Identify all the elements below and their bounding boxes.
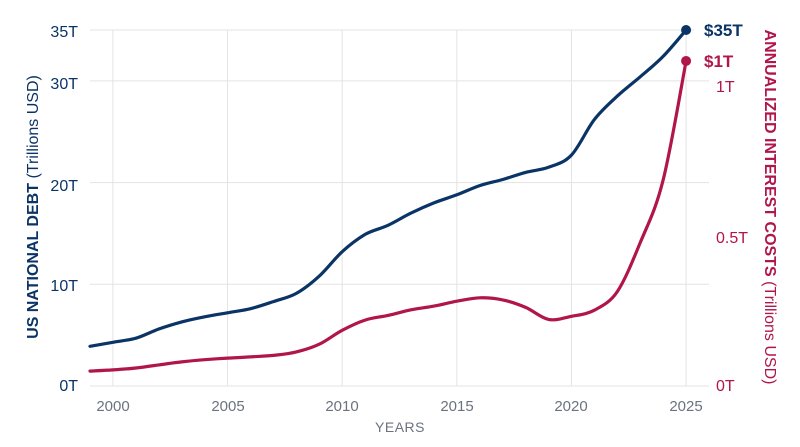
left-axis-title: US NATIONAL DEBT (Trillions USD) bbox=[25, 75, 42, 339]
x-tick-label: 2015 bbox=[440, 398, 473, 415]
interest-end-point bbox=[681, 55, 692, 66]
debt-series-line bbox=[88, 28, 688, 348]
right-axis-ticks: 0T 0.5T 1T bbox=[716, 79, 748, 395]
left-tick-label: 30T bbox=[50, 76, 78, 93]
grid bbox=[90, 29, 709, 387]
right-tick-label: 1T bbox=[716, 79, 735, 96]
interest-end-label: $1T bbox=[704, 52, 734, 71]
x-axis-ticks: 2000 2005 2010 2015 2020 2025 bbox=[96, 398, 702, 415]
x-tick-label: 2025 bbox=[669, 398, 702, 415]
interest-series-line bbox=[88, 59, 688, 373]
series-layer bbox=[88, 25, 692, 373]
x-tick-label: 2010 bbox=[325, 398, 358, 415]
x-tick-label: 2005 bbox=[211, 398, 244, 415]
right-axis-title-unit: (Trillions USD) bbox=[761, 281, 778, 384]
left-axis-title-unit: (Trillions USD) bbox=[25, 75, 42, 178]
left-axis-title-bold: US NATIONAL DEBT bbox=[25, 183, 42, 339]
left-tick-label: 20T bbox=[50, 178, 78, 195]
debt-end-point bbox=[681, 25, 692, 35]
right-tick-label: 0T bbox=[716, 378, 735, 395]
right-tick-label: 0.5T bbox=[716, 230, 748, 247]
x-tick-label: 2000 bbox=[96, 398, 129, 415]
left-tick-label: 10T bbox=[50, 278, 78, 295]
x-tick-label: 2020 bbox=[554, 398, 587, 415]
right-axis-title-bold: ANNUALIZED INTEREST COSTS bbox=[761, 30, 778, 277]
left-tick-label: 35T bbox=[50, 24, 78, 41]
debt-end-label: $35T bbox=[704, 21, 743, 40]
left-axis-ticks: 0T 10T 20T 30T 35T bbox=[50, 24, 78, 395]
left-tick-label: 0T bbox=[59, 378, 78, 395]
right-axis-title: ANNUALIZED INTEREST COSTS (Trillions USD… bbox=[761, 30, 778, 385]
x-axis-title: YEARS bbox=[375, 419, 425, 435]
